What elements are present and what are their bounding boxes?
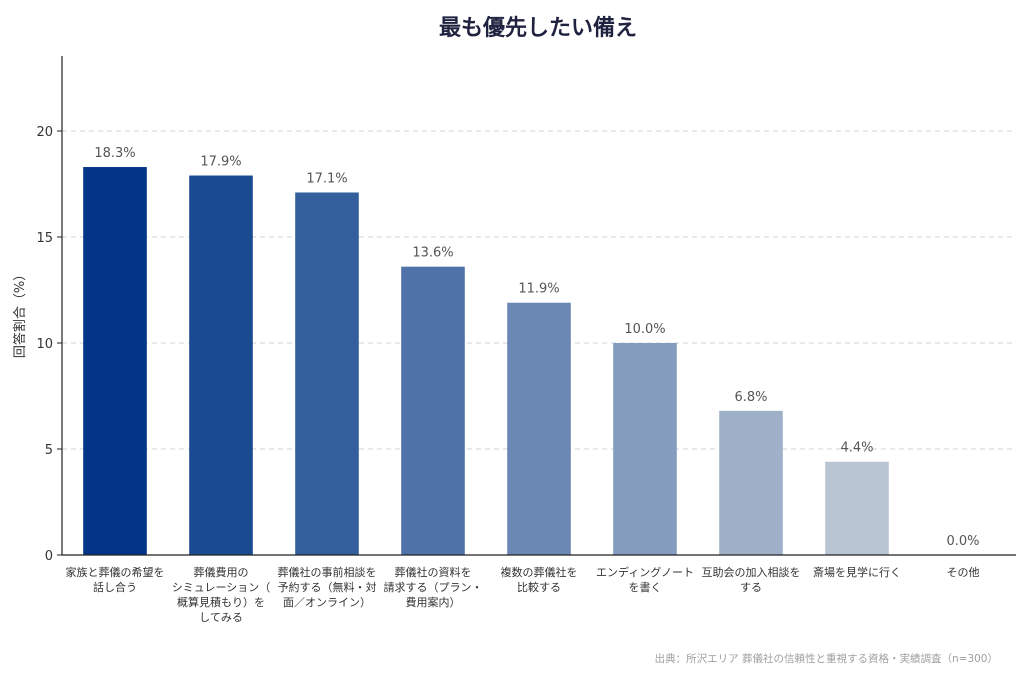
bar <box>719 410 783 555</box>
category-label: 葬儀社の資料を請求する（プラン・費用案内） <box>384 565 483 609</box>
data-label: 17.1% <box>306 171 347 186</box>
bars <box>83 167 889 556</box>
data-label: 10.0% <box>624 322 665 337</box>
data-label: 17.9% <box>200 155 241 170</box>
y-tick-label: 20 <box>36 125 53 140</box>
bar <box>295 192 359 556</box>
y-tick-label: 10 <box>36 337 53 352</box>
category-label: エンディングノートを書く <box>596 565 694 594</box>
data-label: 11.9% <box>518 282 559 297</box>
y-axis-ticks: 0 5 10 15 20 <box>36 125 62 564</box>
category-labels: 家族と葬儀の希望を話し合う葬儀費用のシミュレーション（概算見積もり）をしてみる葬… <box>66 565 980 624</box>
data-label: 4.4% <box>840 441 873 456</box>
bar <box>613 343 677 555</box>
category-label: 互助会の加入相談をする <box>702 565 801 594</box>
data-label: 18.3% <box>94 146 135 161</box>
bar <box>83 167 147 556</box>
category-label: 葬儀費用のシミュレーション（概算見積もり）をしてみる <box>172 565 271 624</box>
y-tick-label: 0 <box>45 549 53 564</box>
data-label: 6.8% <box>734 390 767 405</box>
y-tick-label: 15 <box>36 231 53 246</box>
category-label: 葬儀社の事前相談を予約する（無料・対面／オンライン） <box>278 565 377 609</box>
y-tick-label: 5 <box>45 443 53 458</box>
bar <box>401 266 465 555</box>
y-axis-label: 回答割合（%） <box>12 268 28 358</box>
bar <box>825 461 889 555</box>
data-label: 0.0% <box>946 534 979 549</box>
category-label: 家族と葬儀の希望を話し合う <box>66 565 165 594</box>
bar <box>507 302 571 555</box>
category-label: その他 <box>947 566 980 579</box>
data-labels: 18.3% 17.9% 17.1% 13.6% 11.9% 10.0% 6.8% 4.4% 0.… <box>94 146 979 549</box>
data-label: 13.6% <box>412 246 453 261</box>
chart-title: 最も優先したい備え <box>439 15 637 41</box>
category-label: 複数の葬儀社を比較する <box>501 565 578 594</box>
source-note: 出典：所沢エリア 葬儀社の信頼性と重視する資格・実績調査（n=300） <box>655 652 998 665</box>
bar <box>189 175 253 555</box>
category-label: 斎場を見学に行く <box>813 565 901 579</box>
